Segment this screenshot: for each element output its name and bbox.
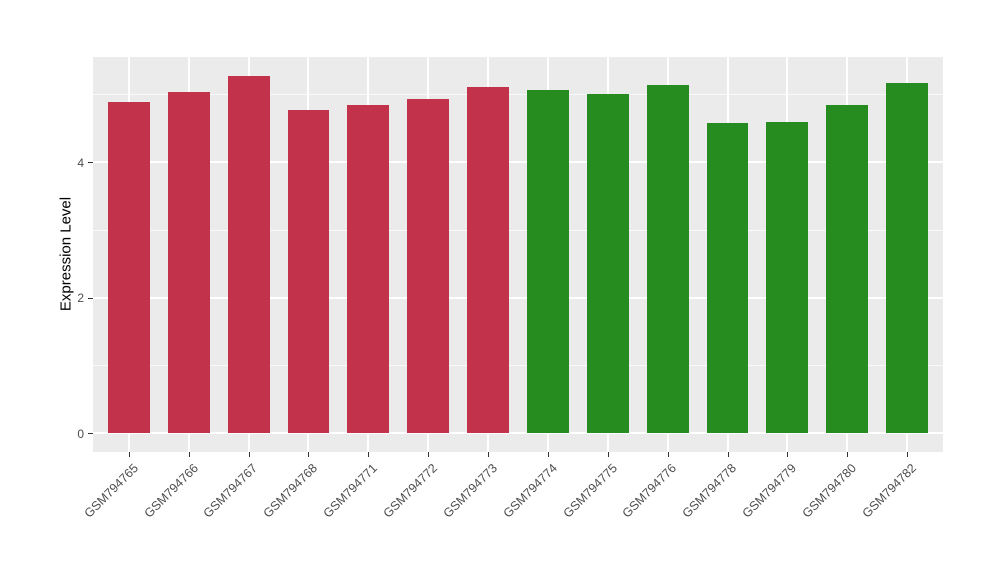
x-tick-label-GSM794771: GSM794771 [320, 461, 381, 521]
x-tick-mark-GSM794775 [607, 452, 609, 457]
x-tick-mark-GSM794771 [368, 452, 370, 457]
x-tick-mark-GSM794772 [428, 452, 430, 457]
x-tick-label-GSM794776: GSM794776 [620, 461, 680, 521]
x-tick-label-GSM794775: GSM794775 [560, 461, 620, 521]
y-tick-mark-0 [88, 433, 93, 435]
gridline-y-minor-5 [93, 94, 943, 96]
plot-panel [93, 57, 943, 452]
x-tick-label-GSM794774: GSM794774 [500, 461, 560, 521]
x-tick-mark-GSM794765 [128, 452, 130, 457]
y-tick-label-2: 2 [77, 291, 84, 306]
x-tick-label-GSM794773: GSM794773 [440, 461, 500, 521]
bar-GSM794776 [646, 85, 689, 434]
bar-GSM794767 [227, 75, 270, 434]
x-tick-label-GSM794767: GSM794767 [201, 461, 261, 521]
gridline-y-major-4 [93, 161, 943, 164]
bar-GSM794772 [407, 99, 450, 434]
bar-GSM794765 [107, 101, 150, 433]
bar-GSM794775 [586, 93, 629, 434]
bar-GSM794782 [886, 83, 929, 434]
bar-GSM794766 [167, 91, 210, 434]
gridline-y-minor-1 [93, 365, 943, 367]
x-tick-label-GSM794766: GSM794766 [141, 461, 201, 521]
x-tick-label-GSM794768: GSM794768 [260, 461, 321, 521]
x-tick-label-GSM794782: GSM794782 [859, 461, 919, 521]
x-tick-label-GSM794778: GSM794778 [679, 461, 740, 521]
bar-GSM794771 [347, 105, 390, 434]
x-tick-mark-GSM794773 [488, 452, 490, 457]
bar-GSM794774 [526, 89, 569, 434]
x-tick-label-GSM794765: GSM794765 [81, 461, 141, 521]
bar-GSM794780 [826, 105, 869, 434]
x-tick-mark-GSM794766 [188, 452, 190, 457]
x-tick-mark-GSM794776 [667, 452, 669, 457]
x-tick-mark-GSM794778 [727, 452, 729, 457]
x-tick-mark-GSM794780 [847, 452, 849, 457]
y-tick-label-0: 0 [77, 426, 84, 441]
x-tick-mark-GSM794782 [907, 452, 909, 457]
bar-GSM794778 [706, 123, 749, 434]
x-tick-mark-GSM794768 [308, 452, 310, 457]
y-tick-mark-2 [88, 297, 93, 299]
x-tick-label-GSM794772: GSM794772 [380, 461, 441, 521]
gridline-y-major-2 [93, 296, 943, 299]
bar-GSM794773 [467, 86, 509, 433]
x-tick-label-GSM794779: GSM794779 [739, 461, 800, 521]
y-tick-label-4: 4 [77, 155, 84, 170]
bar-GSM794779 [766, 122, 809, 434]
gridline-y-major-0 [93, 432, 943, 435]
x-tick-mark-GSM794767 [248, 452, 250, 457]
bar-GSM794768 [287, 109, 330, 434]
x-tick-mark-GSM794779 [787, 452, 789, 457]
x-tick-label-GSM794780: GSM794780 [799, 461, 860, 521]
x-tick-mark-GSM794774 [547, 452, 549, 457]
gridline-y-minor-3 [93, 229, 943, 231]
y-tick-mark-4 [88, 162, 93, 164]
